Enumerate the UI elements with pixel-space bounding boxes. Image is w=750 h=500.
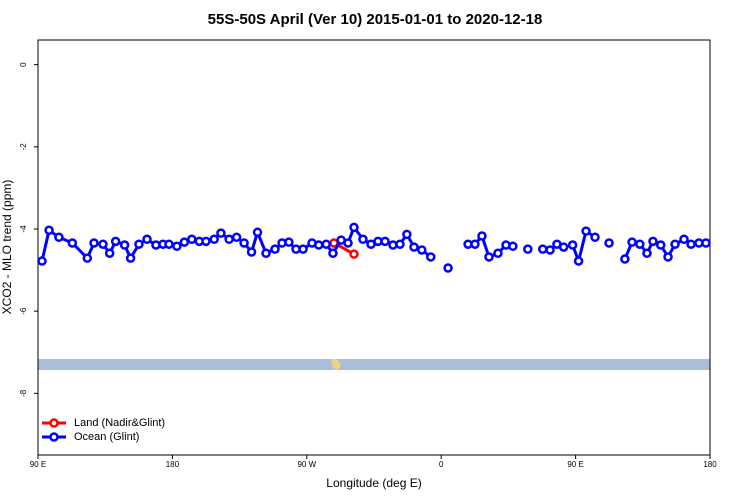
point xyxy=(477,231,487,241)
point xyxy=(54,232,64,242)
point xyxy=(648,236,658,247)
point xyxy=(252,227,263,238)
x-tick-label: 90 E xyxy=(567,460,583,469)
point xyxy=(686,239,696,249)
x-tick-label: 90 W xyxy=(297,460,316,469)
point xyxy=(558,242,569,252)
point xyxy=(298,244,308,254)
land-patch xyxy=(331,359,341,370)
point xyxy=(119,240,130,250)
point xyxy=(321,239,331,249)
point xyxy=(37,256,47,266)
legend-marker xyxy=(49,418,59,428)
point xyxy=(443,263,453,273)
point xyxy=(581,226,591,236)
point xyxy=(142,234,152,245)
point xyxy=(261,248,271,259)
x-tick-label: 180 xyxy=(166,460,180,469)
point xyxy=(395,239,405,249)
point xyxy=(98,239,108,249)
point xyxy=(604,238,614,248)
point xyxy=(343,238,353,248)
point xyxy=(172,241,182,252)
point xyxy=(620,254,630,264)
point xyxy=(425,252,436,262)
point xyxy=(44,225,54,235)
legend-label: Ocean (Glint) xyxy=(74,431,139,443)
point xyxy=(508,241,518,252)
x-tick-label: 0 xyxy=(439,460,444,469)
point xyxy=(224,234,234,245)
y-tick-label: -2 xyxy=(19,143,28,151)
point xyxy=(635,239,645,249)
x-tick-label: 90 E xyxy=(30,460,46,469)
point xyxy=(104,248,115,259)
point xyxy=(231,232,242,242)
x-tick-label: 180 xyxy=(703,460,717,469)
y-tick-label: 0 xyxy=(19,62,28,67)
point xyxy=(567,240,578,250)
point xyxy=(655,240,666,250)
land-strip xyxy=(38,359,710,370)
x-axis-label: Longitude (deg E) xyxy=(326,476,421,490)
point xyxy=(82,253,93,263)
point xyxy=(209,234,219,245)
point xyxy=(270,244,280,254)
point xyxy=(125,253,136,263)
point xyxy=(402,229,412,240)
point xyxy=(179,237,190,247)
point xyxy=(216,228,226,238)
point xyxy=(470,239,480,249)
point xyxy=(134,239,144,249)
point xyxy=(493,248,503,259)
point xyxy=(358,234,368,245)
point xyxy=(349,222,359,233)
point xyxy=(545,245,555,255)
point xyxy=(67,238,78,248)
y-tick-label: -4 xyxy=(19,225,28,233)
point xyxy=(642,248,652,259)
chart-title: 55S-50S April (Ver 10) 2015-01-01 to 202… xyxy=(208,11,543,28)
point xyxy=(187,234,197,245)
point xyxy=(284,237,294,247)
point xyxy=(409,242,419,252)
point xyxy=(537,244,548,254)
point xyxy=(590,232,600,242)
y-tick-label: -6 xyxy=(19,307,28,315)
point xyxy=(349,249,359,259)
point xyxy=(670,239,680,249)
point xyxy=(627,237,637,247)
point xyxy=(701,238,711,248)
y-tick-label: -8 xyxy=(19,389,28,397)
y-axis-label: XCO2 - MLO trend (ppm) xyxy=(0,180,14,315)
legend-label: Land (Nadir&Glint) xyxy=(74,417,165,429)
point xyxy=(328,248,338,259)
point xyxy=(663,252,673,262)
point xyxy=(239,238,249,248)
point xyxy=(201,236,211,247)
point xyxy=(89,238,99,248)
point xyxy=(164,239,174,249)
point xyxy=(110,236,121,247)
point xyxy=(417,245,427,255)
legend-marker xyxy=(49,432,59,442)
plot-frame xyxy=(37,39,711,456)
point xyxy=(679,234,689,245)
point xyxy=(380,236,390,247)
point xyxy=(484,252,494,262)
point xyxy=(246,247,257,257)
point xyxy=(313,240,324,250)
point xyxy=(523,244,533,254)
point xyxy=(573,256,584,266)
